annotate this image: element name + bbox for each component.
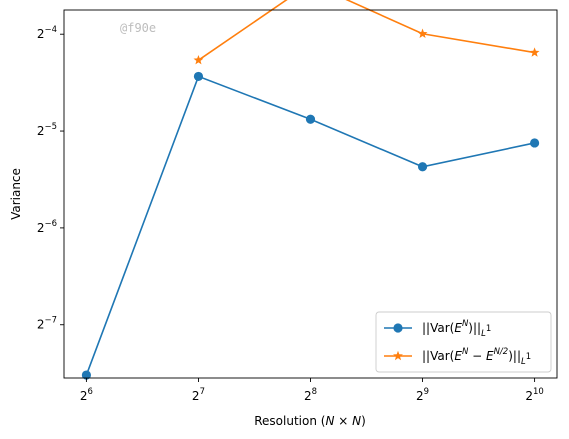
- watermark: @f90e: [120, 21, 156, 35]
- x-tick-label: 210: [525, 387, 543, 403]
- data-point: [81, 370, 92, 380]
- y-axis-label: Variance: [9, 168, 23, 220]
- legend: ||Var(EN)||L1 ||Var(EN − EN/2)||L1: [375, 311, 552, 373]
- x-axis: 26 27 28 29 210: [80, 378, 544, 403]
- data-point: [417, 28, 428, 38]
- x-tick-label: 26: [80, 387, 93, 403]
- data-point: [305, 114, 316, 124]
- data-point: [193, 54, 204, 65]
- legend-item: ||Var(EN − EN/2)||L1: [384, 347, 531, 367]
- series-1: [81, 71, 540, 380]
- y-tick-label: 2−5: [37, 122, 57, 138]
- legend-label: ||Var(EN)||L1: [422, 319, 491, 339]
- legend-item: ||Var(EN)||L1: [384, 319, 491, 339]
- series-2: [193, 0, 540, 65]
- y-tick-label: 2−7: [37, 316, 57, 332]
- x-axis-label: Resolution (N × N): [254, 414, 366, 428]
- y-tick-label: 2−6: [37, 219, 57, 235]
- data-point: [417, 162, 428, 172]
- legend-label: ||Var(EN − EN/2)||L1: [422, 347, 531, 367]
- y-tick-label: 2−4: [37, 25, 57, 41]
- legend-box: [375, 311, 552, 373]
- legend-marker: [393, 323, 403, 333]
- legend-marker: [393, 350, 403, 361]
- data-point: [529, 47, 540, 57]
- x-tick-label: 27: [192, 387, 205, 403]
- x-tick-label: 29: [416, 387, 429, 403]
- y-axis: 2−7 2−6 2−5 2−4: [37, 25, 64, 332]
- x-tick-label: 28: [304, 387, 317, 403]
- series-line: [197, 0, 535, 61]
- data-point: [193, 71, 204, 82]
- series-layer: [81, 0, 540, 380]
- data-point: [529, 138, 540, 148]
